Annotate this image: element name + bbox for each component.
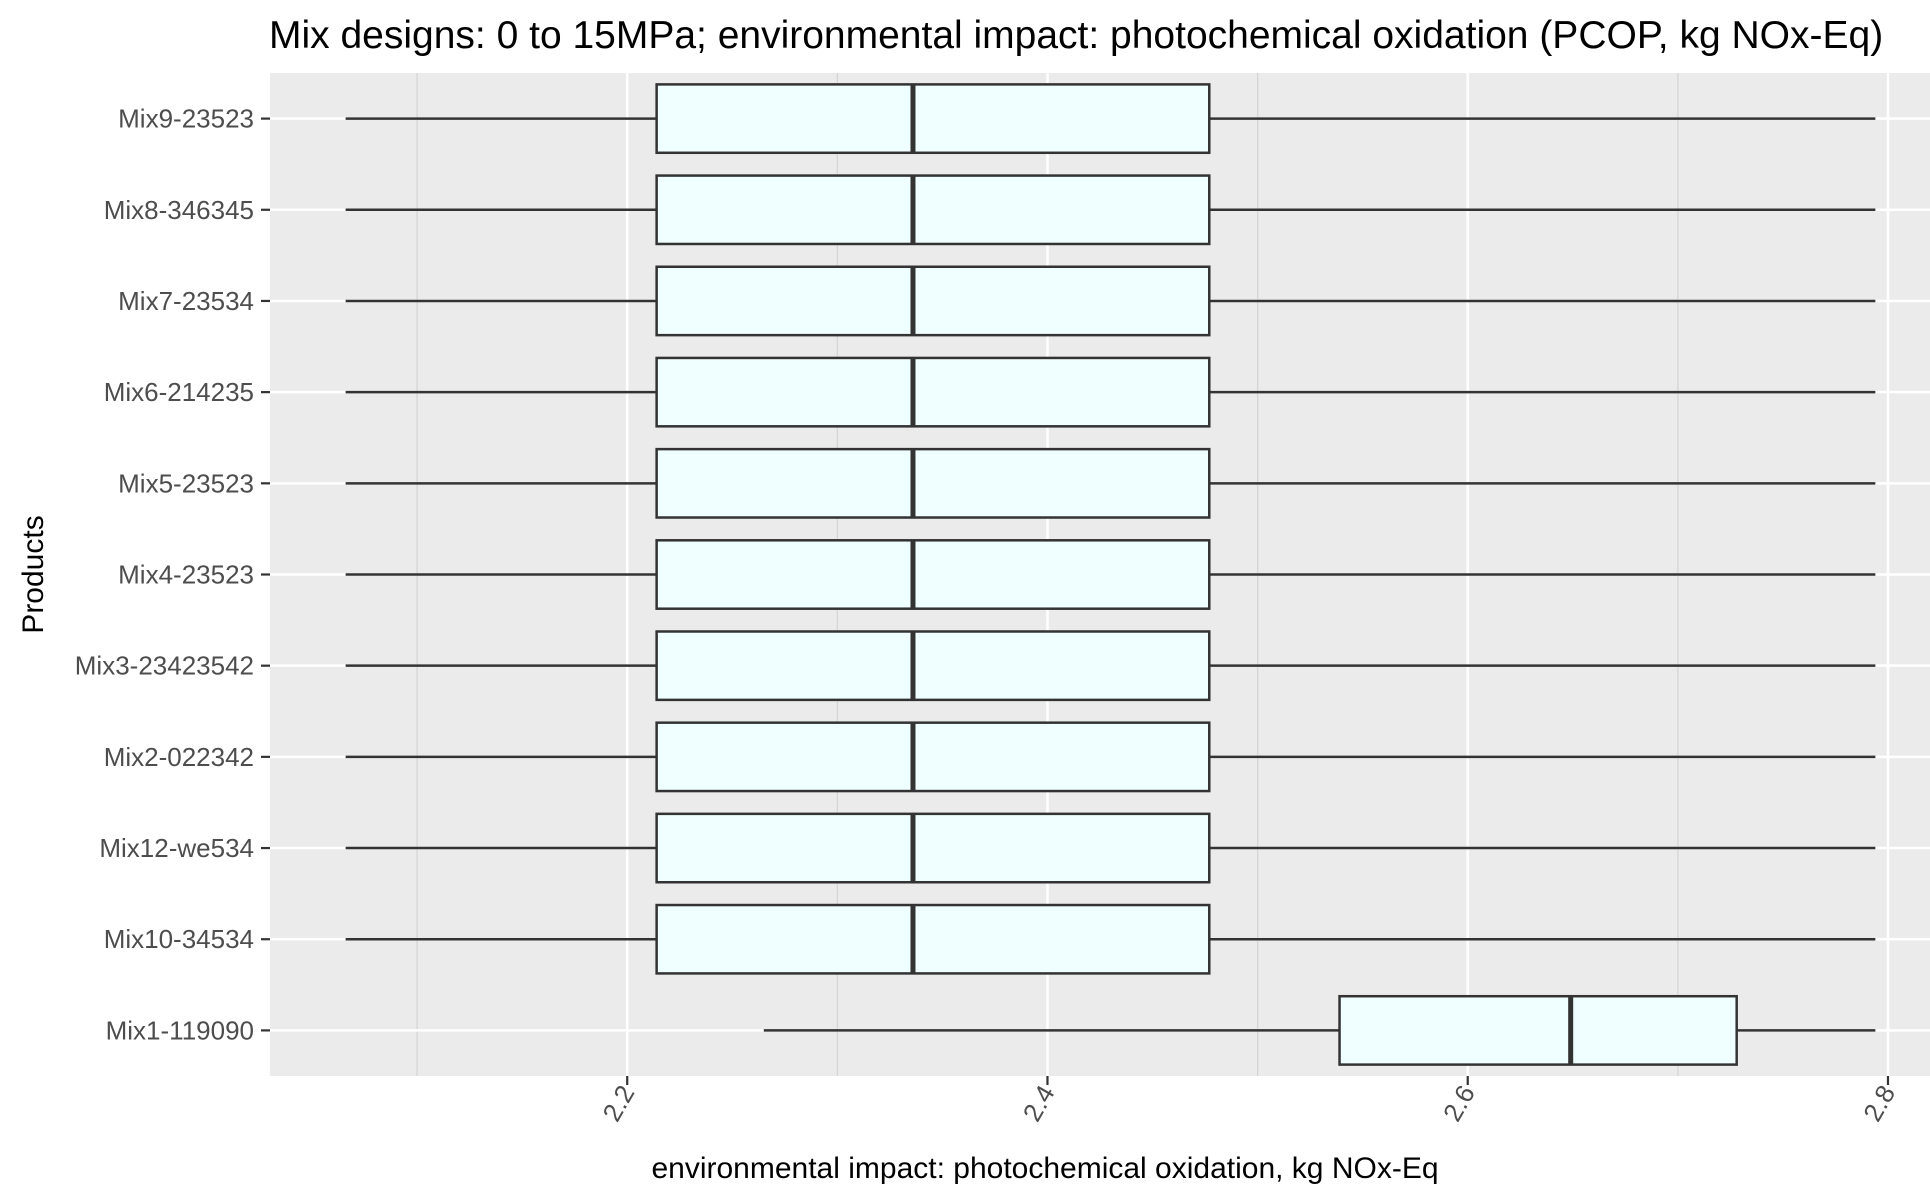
box-iqr (655, 356, 1211, 428)
box-Mix7-23534 (345, 265, 1876, 337)
x-tick-label: 2.6 (1437, 1080, 1481, 1126)
y-tick-label: Mix10-34534 (104, 924, 254, 954)
box-Mix2-022342 (345, 721, 1876, 793)
box-Mix3-23423542 (345, 630, 1876, 702)
chart-title: Mix designs: 0 to 15MPa; environmental i… (269, 14, 1883, 57)
box-iqr (655, 721, 1211, 793)
y-tick-label: Mix5-23523 (118, 468, 254, 498)
x-tick-label: 2.8 (1857, 1080, 1901, 1126)
box-Mix8-346345 (345, 174, 1876, 246)
y-tick-label: Mix4-23523 (118, 560, 254, 590)
box-iqr (655, 630, 1211, 702)
x-tick-label: 2.2 (596, 1080, 640, 1126)
box-Mix6-214235 (345, 356, 1876, 428)
box-iqr (1338, 994, 1738, 1066)
y-tick-label: Mix2-022342 (104, 742, 254, 772)
box-group (345, 83, 1876, 1066)
y-tick-label: Mix1-119090 (106, 1015, 254, 1045)
box-Mix4-23523 (345, 539, 1876, 610)
box-iqr (655, 903, 1211, 975)
box-iqr (655, 265, 1211, 337)
box-Mix10-34534 (345, 903, 1876, 975)
box-Mix5-23523 (345, 447, 1876, 519)
y-tick-label: Mix3-23423542 (75, 651, 254, 681)
y-tick-label: Mix12-we534 (99, 833, 254, 863)
box-Mix9-23523 (345, 83, 1876, 155)
x-axis-title: environmental impact: photochemical oxid… (651, 1152, 1438, 1185)
x-axis: 2.2 2.4 2.6 2.8 (596, 1076, 1901, 1126)
box-iqr (655, 812, 1211, 884)
x-tick-label: 2.4 (1017, 1080, 1061, 1126)
y-tick-label: Mix6-214235 (104, 377, 254, 407)
y-axis: Mix9-23523 Mix8-346345 Mix7-23534 Mix6-2142… (75, 104, 270, 1045)
box-Mix1-119090 (763, 994, 1876, 1066)
box-iqr (655, 83, 1211, 155)
box-iqr (655, 447, 1211, 519)
box-iqr (655, 174, 1211, 246)
y-tick-label: Mix7-23534 (118, 286, 254, 316)
box-iqr (655, 539, 1211, 610)
y-tick-label: Mix9-23523 (118, 104, 254, 134)
box-Mix12-we534 (345, 812, 1876, 884)
y-tick-label: Mix8-346345 (104, 195, 254, 225)
y-axis-title: Products (17, 515, 50, 633)
